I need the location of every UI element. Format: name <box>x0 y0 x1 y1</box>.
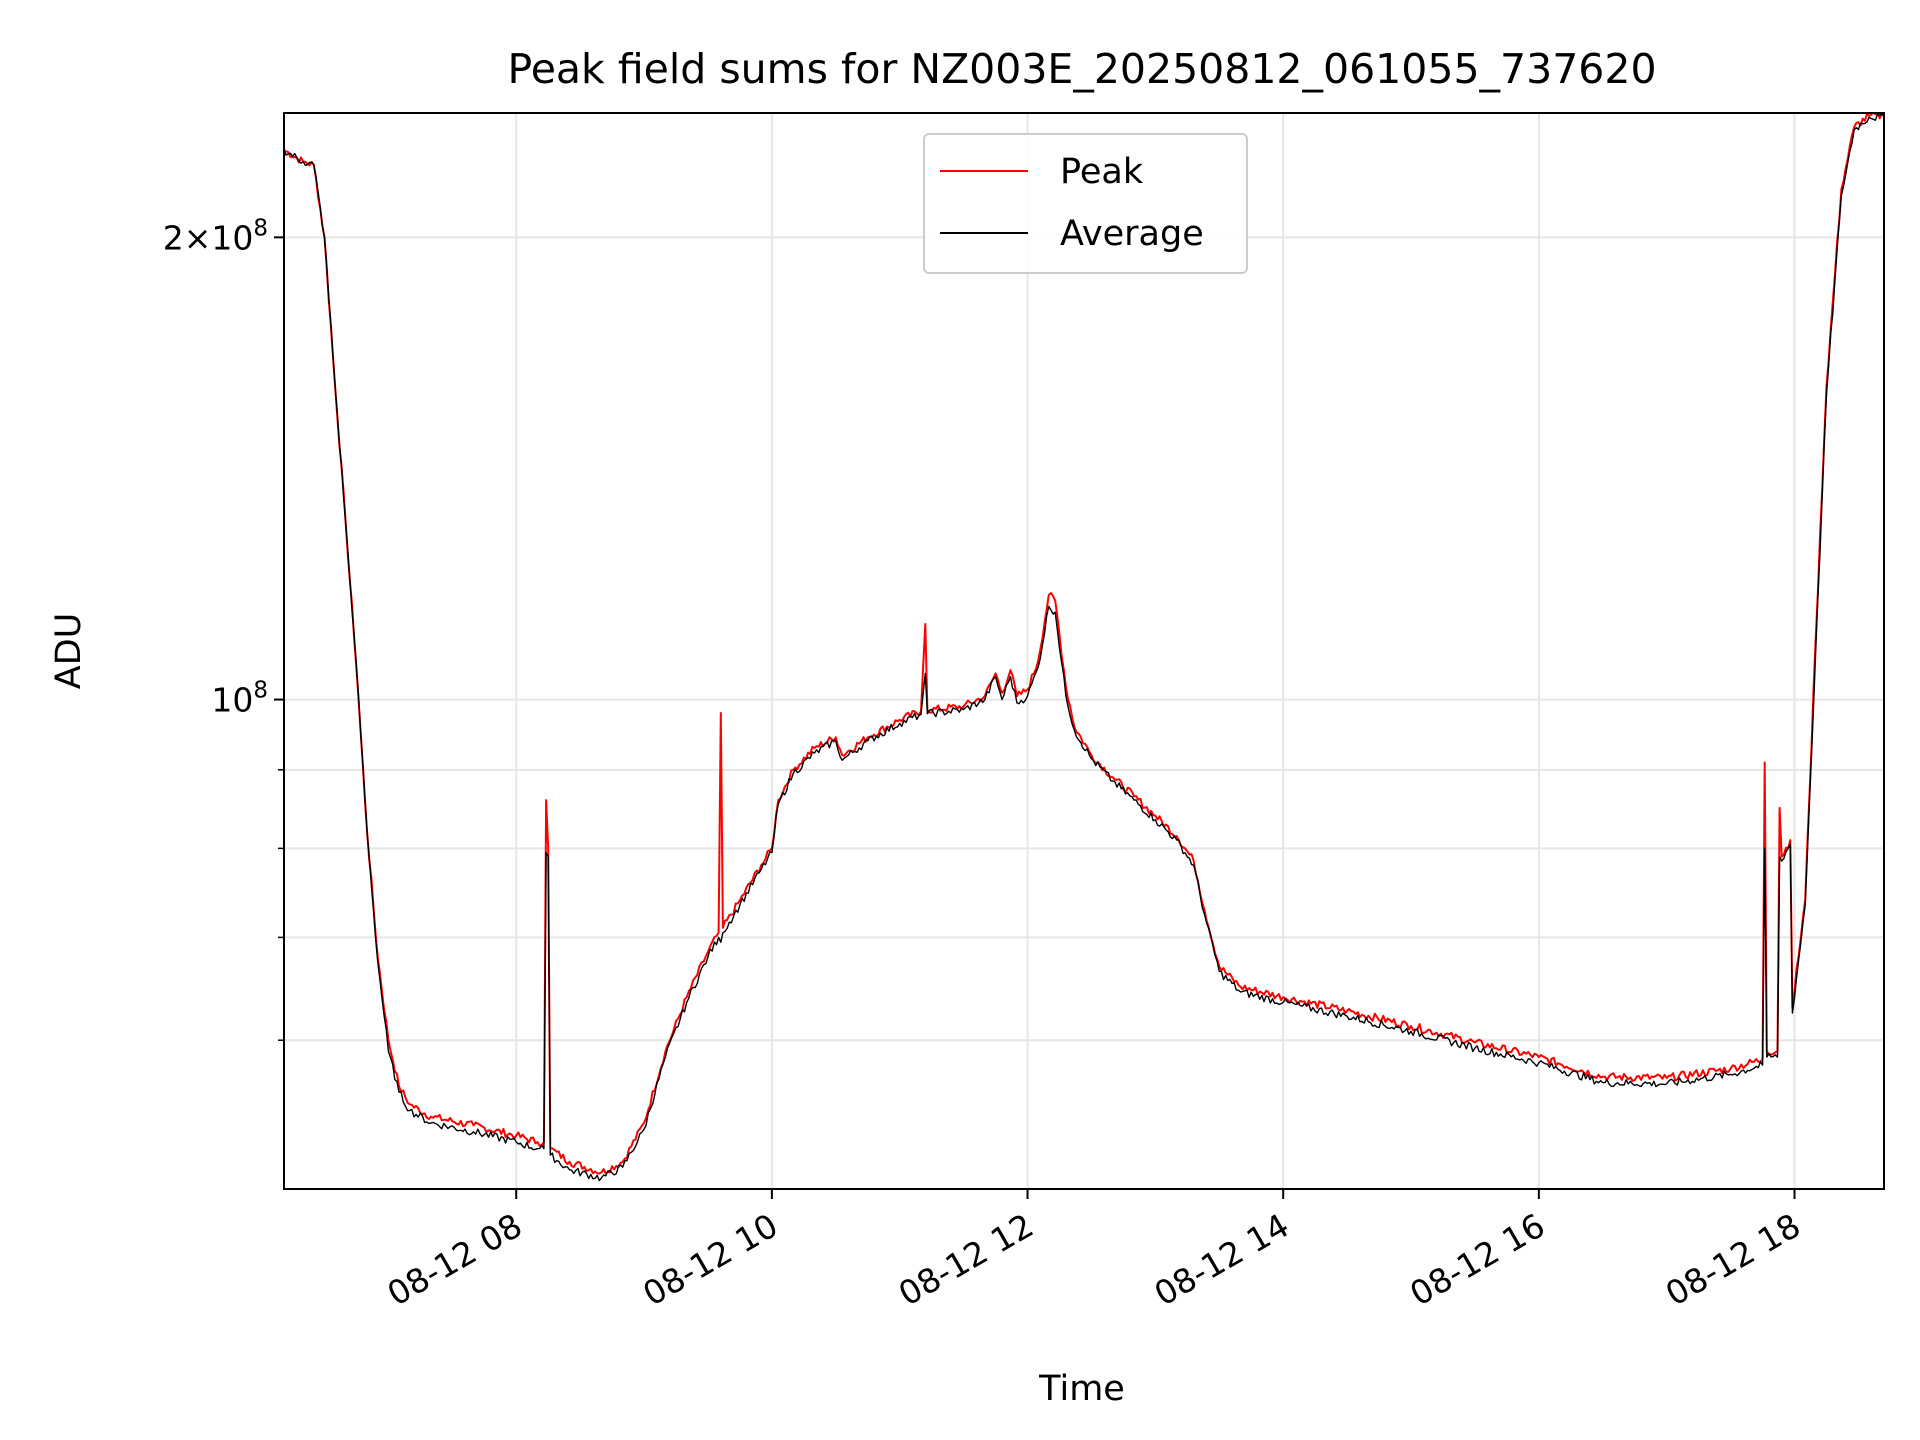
x-axis-label: Time <box>1038 1369 1125 1409</box>
legend: Peak Average <box>923 133 1248 274</box>
y-tick-label: 108 <box>211 678 268 720</box>
legend-box <box>923 133 1248 274</box>
plot-frame <box>283 112 1885 1190</box>
grid <box>284 113 1884 1189</box>
series-line-average <box>284 113 1884 1182</box>
y-tick-label: 2×108 <box>163 215 268 257</box>
chart-title: Peak field sums for NZ003E_20250812_0610… <box>507 45 1656 93</box>
legend-label-average: Average <box>1060 214 1204 254</box>
legend-label-peak: Peak <box>1060 152 1144 192</box>
y-axis-label: ADU <box>49 613 89 690</box>
series-lines <box>284 113 1884 1182</box>
